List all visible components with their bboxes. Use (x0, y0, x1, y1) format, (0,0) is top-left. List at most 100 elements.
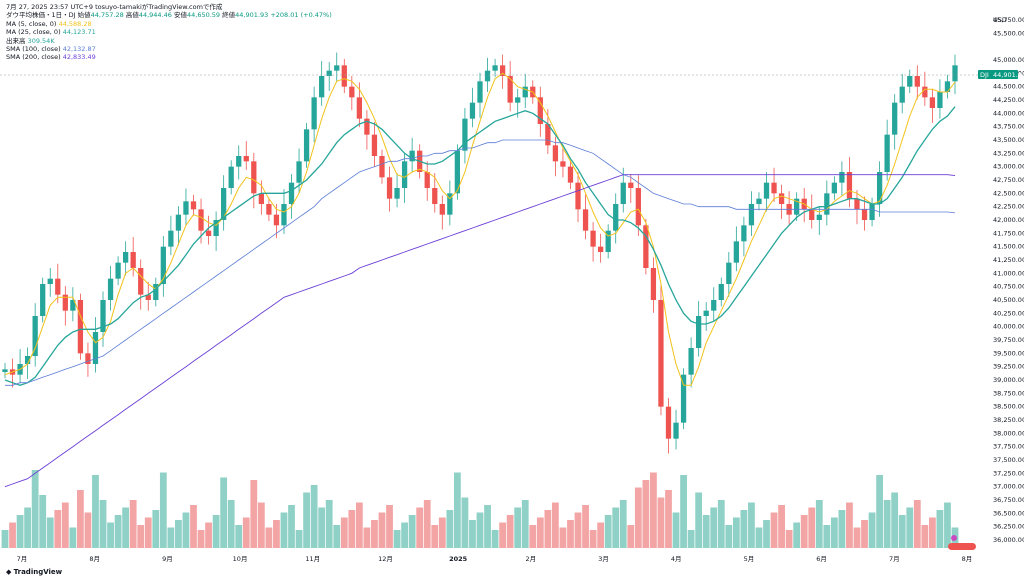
author: tosuyo-tamakiがTradingView.comで作成 (95, 3, 223, 11)
y-tick-label: 40,000.00 (993, 323, 1024, 331)
y-tick-label: 37,000.00 (993, 483, 1024, 491)
volume-bar (325, 500, 333, 548)
high-label: 高値 (125, 11, 139, 20)
sma100-label: SMA (100, close) (6, 45, 61, 54)
y-tick-label: 37,500.00 (993, 456, 1024, 464)
y-tick-label: 43,750.00 (993, 123, 1024, 131)
volume-bar (604, 515, 612, 548)
tradingview-logo[interactable]: ◆ TradingView (6, 568, 62, 576)
y-tick-label: 37,750.00 (993, 443, 1024, 451)
volume-bar (559, 527, 567, 548)
candle (484, 57, 491, 92)
candle (85, 342, 91, 377)
ma5-label: MA (5, close, 0) (6, 19, 57, 28)
volume-bar (868, 512, 876, 548)
volume-bar (906, 507, 914, 548)
y-tick-label: 43,250.00 (993, 149, 1024, 157)
candle (778, 184, 785, 219)
candle (786, 191, 792, 226)
volume-bar (506, 515, 514, 548)
candle (492, 58, 498, 78)
x-tick-label: 6月 (816, 555, 827, 563)
low-label: 安値 (173, 11, 187, 20)
candle (763, 172, 770, 212)
volume-bar (84, 512, 92, 548)
candle (401, 152, 408, 203)
volume-bar (235, 525, 243, 548)
volume-bar (710, 507, 718, 548)
candle (650, 257, 657, 313)
volume-bar (898, 515, 906, 548)
volume-bar (793, 522, 801, 548)
sma200-line (4, 174, 956, 488)
volume-bar (446, 510, 454, 548)
volume-bar (144, 517, 152, 548)
volume-bar (54, 510, 62, 548)
volume-bar (99, 500, 107, 548)
volume-bar (883, 500, 891, 548)
volume-bar (310, 485, 318, 548)
y-tick-label: 38,750.00 (993, 389, 1024, 397)
x-tick-label: 5月 (744, 555, 755, 563)
candle (447, 180, 453, 226)
x-tick-label: 7月 (17, 555, 28, 563)
candle (839, 161, 845, 196)
symbol-title: ダウ平均株価・1日・DJ (6, 11, 76, 20)
volume-bar (928, 517, 936, 548)
volume-bar (680, 475, 687, 548)
x-tick-label: 9月 (162, 555, 173, 563)
chart-legend: 7月 27, 2025 23:57 UTC+9 tosuyo-tamakiがTr… (6, 3, 332, 62)
volume-bar (167, 527, 175, 548)
candle (266, 197, 272, 222)
close-value: 44,901.93 (235, 11, 269, 20)
candle (303, 122, 310, 168)
candle (567, 160, 574, 190)
candle (115, 256, 121, 286)
volume-bar (423, 500, 431, 548)
volume-bar (778, 505, 785, 548)
volume-bar (552, 502, 559, 548)
volume-bar (205, 522, 212, 548)
y-tick-label: 42,750.00 (993, 176, 1024, 184)
volume-bar (9, 522, 16, 548)
volume-bar (295, 530, 303, 548)
volume-bar (770, 512, 778, 548)
volume-bar (438, 517, 446, 548)
volume-bar (408, 515, 416, 548)
candle (831, 176, 838, 200)
event-badges (948, 535, 976, 550)
candle (190, 194, 197, 216)
candle (160, 236, 166, 297)
volume-bar (830, 517, 838, 548)
volume-bar (114, 515, 122, 548)
last-price-label: DJI 44,901.93 (978, 70, 1024, 79)
candle (386, 166, 393, 212)
candle (892, 94, 898, 150)
candle (741, 216, 747, 257)
candle (552, 136, 559, 177)
y-tick-label: 39,500.00 (993, 349, 1024, 357)
sma100-line (5, 139, 956, 386)
volume-bar (529, 525, 537, 548)
candle (824, 180, 830, 226)
candle (175, 206, 182, 246)
candle (130, 237, 136, 277)
y-tick-label: 41,250.00 (993, 256, 1024, 264)
volume-bar (876, 475, 883, 548)
volume-bar (740, 510, 748, 548)
candle (673, 409, 679, 450)
volume-bar (333, 525, 341, 548)
candle (718, 277, 724, 307)
candle (334, 52, 340, 82)
volume-bar (476, 512, 484, 548)
volume-bar (665, 490, 672, 548)
candle (409, 137, 415, 172)
candle (582, 194, 589, 240)
volume-bar (800, 515, 808, 548)
volume-bar (227, 500, 235, 548)
indicator-lines (4, 72, 956, 488)
y-tick-label: 45,500.00 (993, 29, 1024, 37)
volume-bar (619, 500, 627, 548)
y-tick-label: 42,250.00 (993, 203, 1024, 211)
candle (17, 349, 23, 384)
